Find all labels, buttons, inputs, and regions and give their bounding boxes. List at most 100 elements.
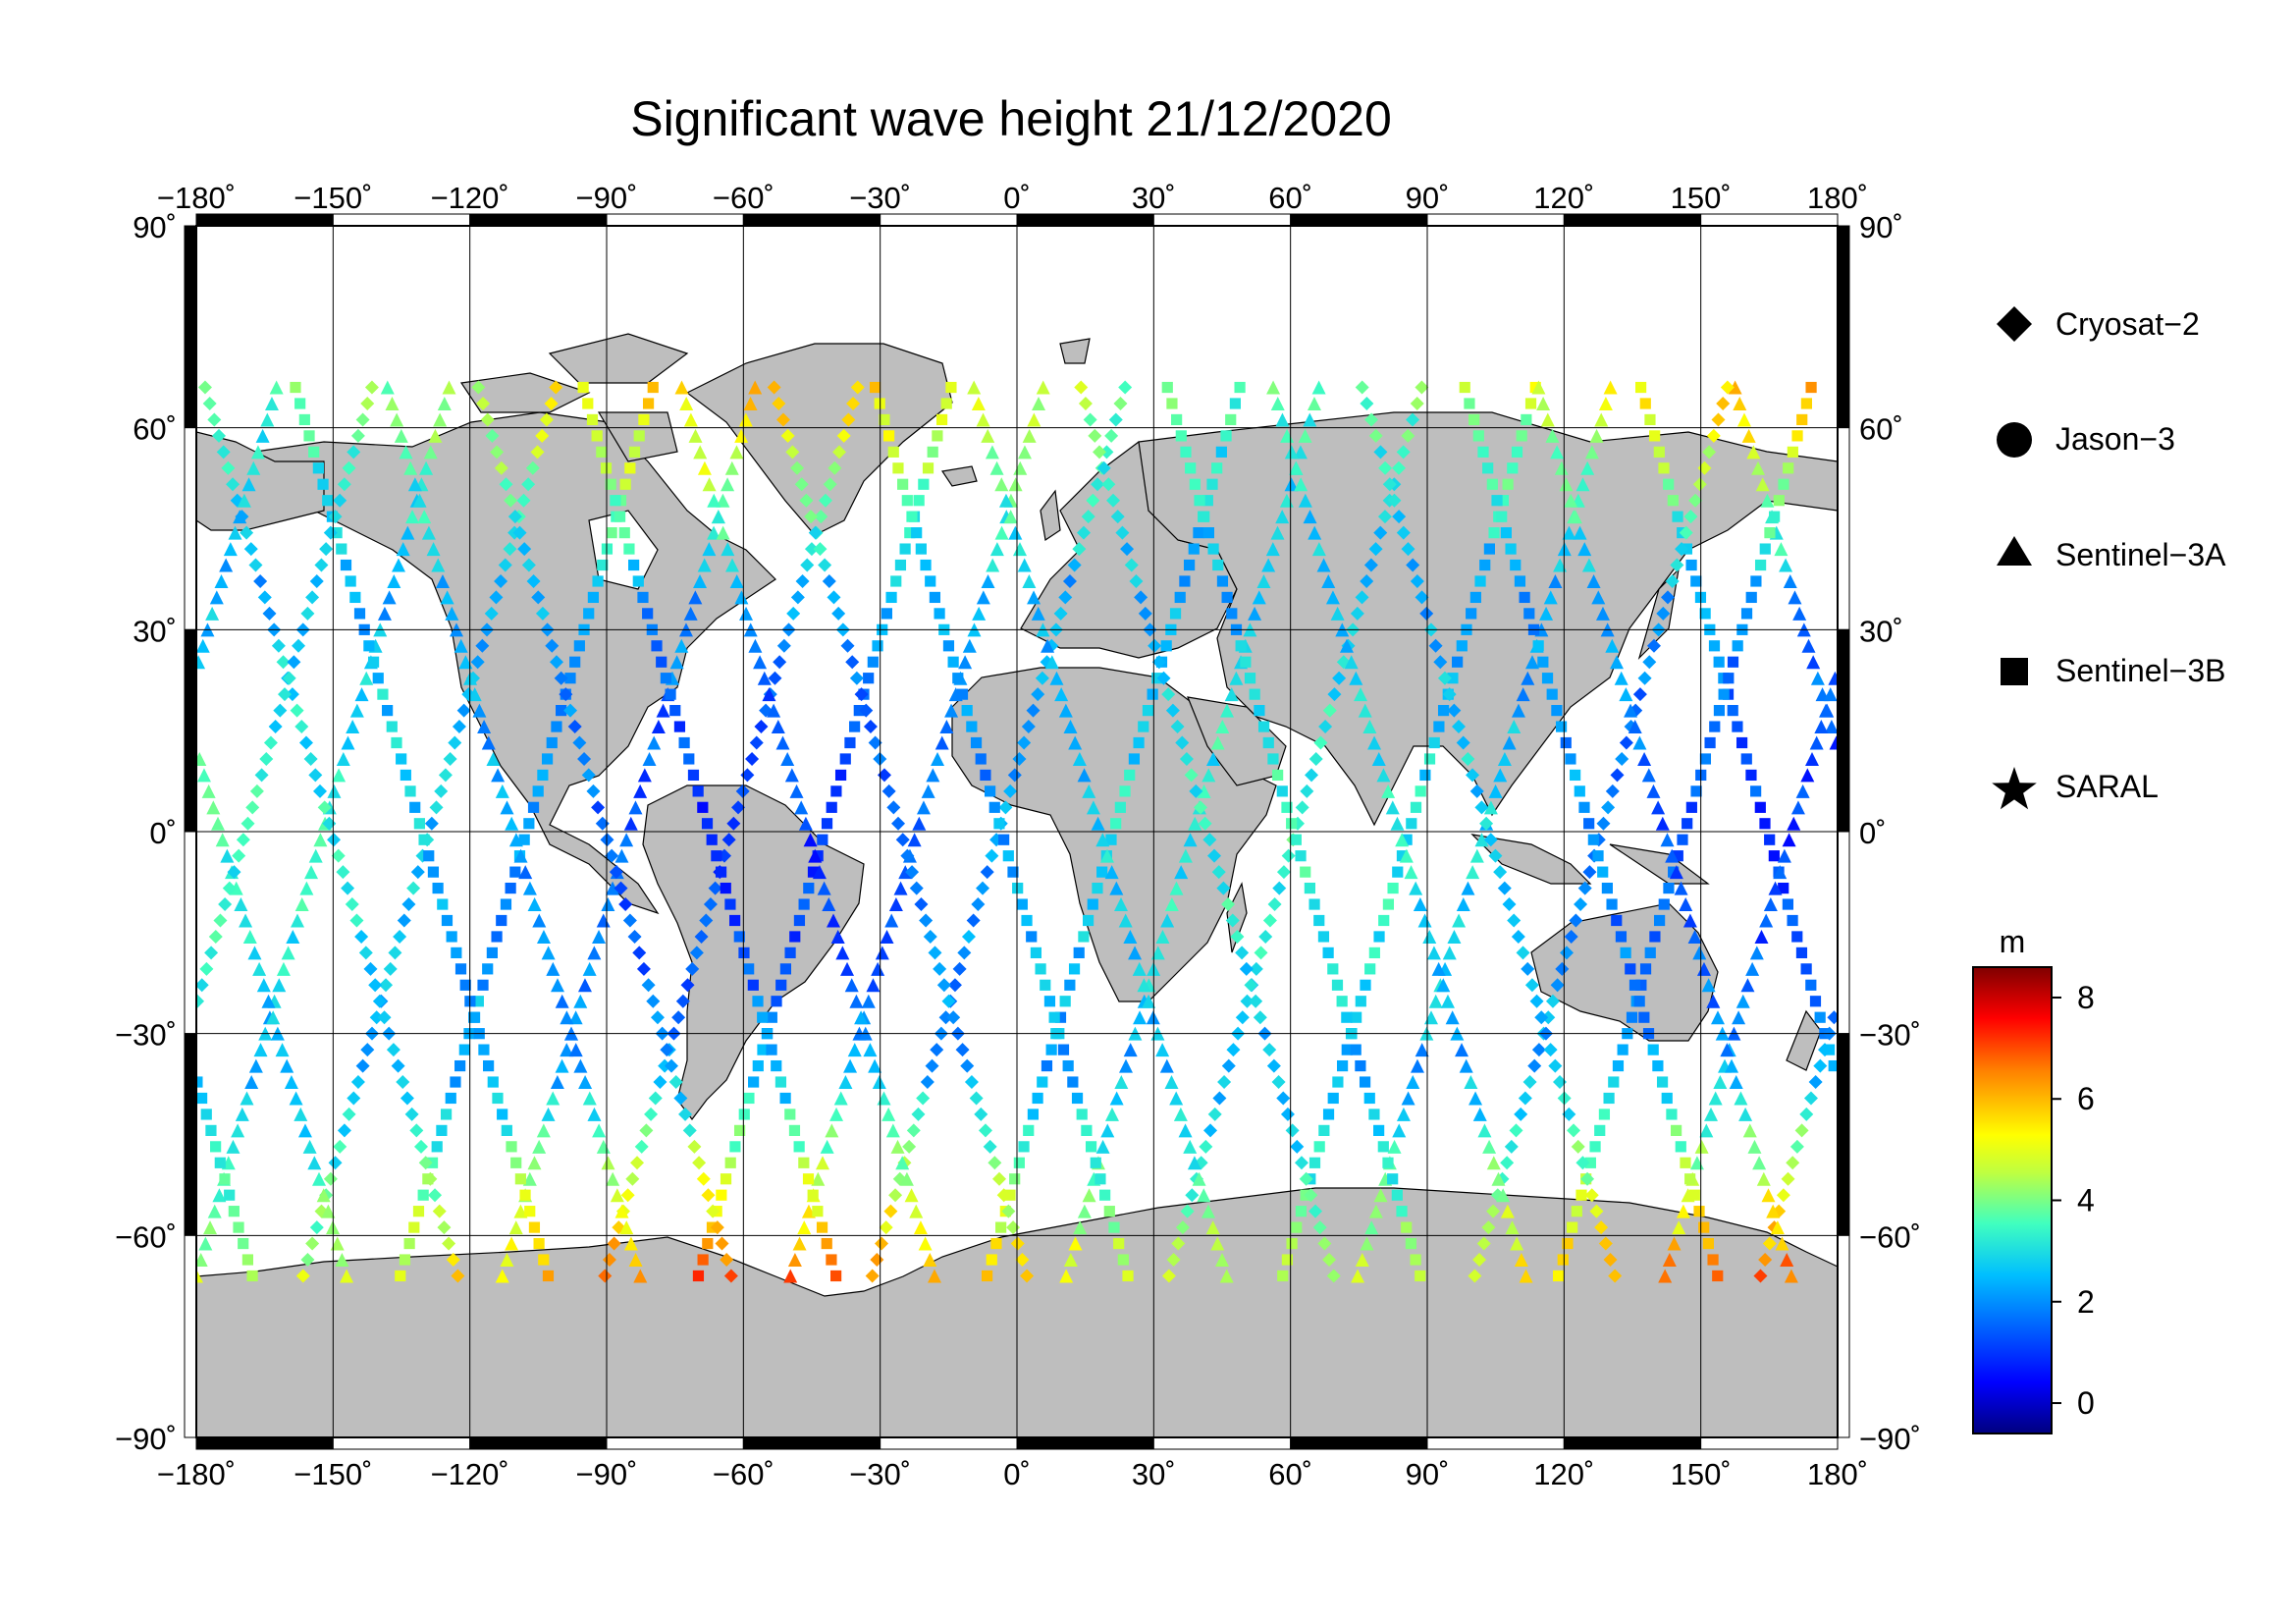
track-point	[1234, 381, 1246, 394]
track-point	[1322, 1109, 1335, 1120]
track-point	[549, 655, 563, 670]
track-point	[913, 1220, 928, 1235]
track-point	[521, 477, 536, 492]
track-point	[984, 785, 996, 797]
track-point	[866, 978, 881, 993]
track-point	[500, 1253, 514, 1268]
track-point	[1751, 460, 1766, 475]
track-point	[1564, 929, 1578, 944]
track-point	[1670, 558, 1684, 572]
track-point	[1099, 1189, 1111, 1201]
track-point	[264, 396, 279, 410]
track-point	[532, 1139, 547, 1154]
track-point	[1307, 396, 1321, 410]
track-point	[246, 1270, 258, 1282]
track-point	[1193, 800, 1207, 815]
lat-tick-label-left: −30˚	[115, 1018, 177, 1053]
track-point	[1735, 736, 1748, 749]
track-point	[309, 573, 324, 588]
track-point	[721, 542, 735, 557]
track-point	[618, 527, 630, 539]
track-point	[923, 929, 937, 944]
track-point	[1286, 818, 1298, 830]
track-point	[1415, 1043, 1429, 1057]
track-point	[354, 929, 369, 944]
lon-tick-label-bottom: 0˚	[1003, 1457, 1031, 1491]
track-point	[1692, 477, 1707, 492]
track-point	[491, 931, 503, 943]
track-point	[400, 525, 415, 540]
track-point	[697, 1254, 709, 1266]
track-point	[1027, 412, 1041, 427]
track-point	[1702, 1237, 1714, 1250]
track-point	[607, 1236, 621, 1251]
track-point	[527, 897, 542, 912]
track-point	[1646, 784, 1661, 798]
track-point	[1704, 736, 1716, 749]
track-point	[826, 801, 837, 813]
track-point	[630, 1156, 645, 1170]
track-point	[363, 640, 375, 652]
track-point	[286, 929, 300, 944]
track-point	[1138, 721, 1149, 732]
track-point	[595, 816, 610, 831]
track-point	[885, 1123, 900, 1138]
track-point	[303, 751, 318, 766]
track-point	[1787, 816, 1801, 831]
track-point	[995, 1221, 1007, 1233]
track-point	[1178, 848, 1193, 863]
track-point	[1745, 591, 1757, 604]
track-point	[1104, 865, 1119, 880]
track-point	[1199, 511, 1210, 522]
track-point	[287, 655, 301, 670]
track-point	[1675, 1141, 1686, 1153]
track-point	[252, 961, 267, 976]
track-point	[1203, 1123, 1218, 1138]
track-point	[771, 996, 782, 1007]
track-point	[1003, 784, 1018, 798]
track-point	[1614, 671, 1629, 685]
track-point	[1396, 1107, 1411, 1121]
track-point	[988, 1156, 1002, 1170]
track-point	[887, 446, 899, 458]
track-point	[1124, 769, 1136, 782]
track-point	[207, 1204, 222, 1218]
track-point	[273, 703, 288, 718]
track-point	[822, 897, 836, 912]
track-point	[934, 608, 945, 620]
track-point	[669, 705, 681, 717]
track-point	[1474, 575, 1486, 587]
track-point	[1663, 882, 1675, 894]
track-point	[1045, 1044, 1057, 1055]
track-point	[1396, 850, 1409, 862]
track-point	[706, 834, 718, 845]
track-point	[947, 656, 959, 668]
track-point	[568, 1010, 583, 1025]
track-point	[212, 428, 227, 443]
track-point	[1256, 573, 1271, 588]
track-point	[581, 768, 596, 783]
track-point	[935, 413, 948, 426]
track-point	[998, 834, 1010, 845]
track-point	[844, 736, 856, 749]
track-point	[1672, 1220, 1686, 1235]
track-point	[1589, 1204, 1604, 1218]
track-point	[1031, 606, 1045, 621]
track-point	[978, 1123, 992, 1138]
track-point	[1741, 428, 1756, 443]
track-point	[983, 1139, 997, 1154]
track-point	[886, 800, 901, 815]
track-point	[798, 816, 813, 831]
track-point	[1275, 510, 1290, 524]
track-point	[1281, 848, 1296, 863]
track-point	[245, 800, 260, 815]
track-point	[986, 1254, 997, 1266]
track-point	[928, 946, 942, 960]
track-point	[1207, 848, 1222, 863]
track-point	[1244, 978, 1258, 993]
track-point	[538, 1254, 550, 1266]
track-point	[1299, 1171, 1313, 1186]
track-point	[865, 1269, 880, 1283]
track-point	[772, 396, 786, 410]
track-point	[1360, 1236, 1374, 1251]
